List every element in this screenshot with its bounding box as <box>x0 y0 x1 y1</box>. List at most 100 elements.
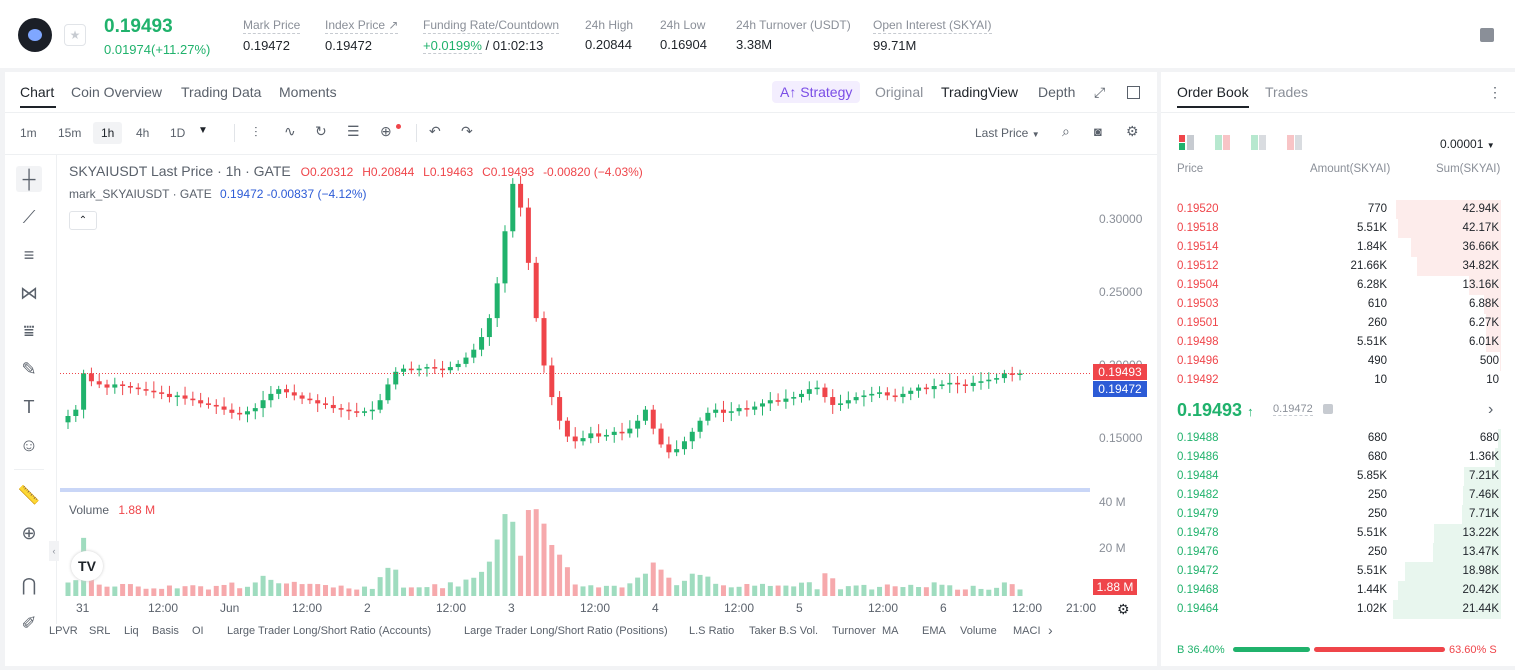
text-icon[interactable]: T <box>23 397 35 417</box>
volume-bar <box>994 587 1000 596</box>
stat-index-price[interactable]: Index Price ↗ 0.19472 <box>325 18 399 53</box>
order-row[interactable]: 0.19504 6.28K 13.16K <box>1161 276 1511 295</box>
precision-select[interactable]: 0.00001 ▼ <box>1440 137 1495 151</box>
order-row[interactable]: 0.19514 1.84K 36.66K <box>1161 238 1511 257</box>
magnet-icon[interactable]: ⋂ <box>21 575 37 595</box>
indicator-item[interactable]: Basis <box>152 625 179 637</box>
brush-icon[interactable]: ✎ <box>21 359 37 379</box>
tab-chart[interactable]: Chart <box>20 84 55 100</box>
indicator-item[interactable]: MACI <box>1013 625 1041 637</box>
trend-line-icon[interactable]: ⟋ <box>22 207 36 227</box>
order-row[interactable]: 0.19464 1.02K 21.44K <box>1161 600 1511 619</box>
timeframe-dropdown-icon[interactable]: ▼ <box>198 125 208 136</box>
indicator-item[interactable]: Turnover <box>832 625 876 637</box>
collapse-legend-button[interactable]: ⌃ <box>69 211 97 230</box>
zoom-in-icon[interactable]: ⊕ <box>21 523 37 543</box>
gear-icon[interactable]: ⚙ <box>1126 123 1139 139</box>
indicator-item[interactable]: EMA <box>922 625 946 637</box>
book-icon[interactable] <box>1480 28 1494 42</box>
view-tradingview[interactable]: TradingView <box>941 84 1019 100</box>
view-split-icon[interactable] <box>1215 135 1231 150</box>
order-row[interactable]: 0.19520 770 42.94K <box>1161 200 1511 219</box>
volume-bar <box>205 589 211 596</box>
tab-coin-overview[interactable]: Coin Overview <box>71 84 163 100</box>
emoji-icon[interactable]: ☺ <box>19 435 39 455</box>
volume-bar <box>970 585 976 596</box>
view-both-icon[interactable] <box>1179 135 1195 150</box>
timeframe-4h[interactable]: 4h <box>136 126 150 140</box>
view-original[interactable]: Original <box>875 84 924 100</box>
order-row[interactable]: 0.19476 250 13.47K <box>1161 543 1511 562</box>
chevron-right-icon[interactable]: › <box>1488 401 1494 418</box>
tab-moments[interactable]: Moments <box>279 84 337 100</box>
candle-body <box>510 183 516 232</box>
fib-icon[interactable]: ⩸ <box>23 321 35 341</box>
timeframe-1d[interactable]: 1D <box>170 126 186 140</box>
more-icon[interactable]: ⋮ <box>1488 84 1502 100</box>
pencil-lock-icon[interactable]: ✐ <box>21 613 37 633</box>
candle-body <box>752 406 758 410</box>
timeframe-15m[interactable]: 15m <box>58 126 82 140</box>
view-bids-icon[interactable] <box>1251 135 1267 150</box>
indicator-item[interactable]: MA <box>882 625 899 637</box>
indicator-item[interactable]: L.S Ratio <box>689 625 735 637</box>
indicator-item[interactable]: Taker B.S Vol. <box>749 625 819 637</box>
order-row[interactable]: 0.19488 680 680 <box>1161 429 1511 448</box>
candle-body <box>408 368 414 371</box>
add-indicator-icon[interactable]: ⊕ <box>380 123 392 139</box>
candle-body <box>603 434 609 437</box>
tab-trading-data[interactable]: Trading Data <box>181 84 262 100</box>
view-depth[interactable]: Depth <box>1038 84 1076 100</box>
horizontal-lines-icon[interactable]: ≡ <box>23 245 35 265</box>
indicators-icon[interactable]: ∿ <box>284 123 296 139</box>
strategy-button[interactable]: A↑ Strategy <box>772 81 861 103</box>
indicator-toggle-icon[interactable] <box>24 624 34 634</box>
ruler-icon[interactable]: 📏 <box>17 485 41 505</box>
crosshair-icon[interactable]: ┼ <box>16 166 42 192</box>
settings-gear-icon[interactable]: ⚙ <box>1117 601 1130 617</box>
timeframe-1h[interactable]: 1h <box>93 122 123 144</box>
chevron-left-icon[interactable]: ‹ <box>49 541 59 561</box>
search-icon[interactable]: ⌕ <box>1062 123 1070 139</box>
indicator-item[interactable]: SRL <box>89 625 111 637</box>
order-row[interactable]: 0.19492 10 10 <box>1161 371 1511 390</box>
order-row[interactable]: 0.19512 21.66K 34.82K <box>1161 257 1511 276</box>
pattern-icon[interactable]: ⋈ <box>20 283 38 303</box>
order-row[interactable]: 0.19518 5.51K 42.17K <box>1161 219 1511 238</box>
indicator-item[interactable]: Large Trader Long/Short Ratio (Positions… <box>464 625 668 637</box>
indicator-item[interactable]: Liq <box>124 625 139 637</box>
tab-order-book[interactable]: Order Book <box>1177 84 1249 100</box>
order-row[interactable]: 0.19496 490 500 <box>1161 352 1511 371</box>
candle-body <box>354 411 360 413</box>
candle-type-icon[interactable]: ⫶ <box>254 124 258 140</box>
order-row[interactable]: 0.19468 1.44K 20.42K <box>1161 581 1511 600</box>
chevron-right-icon[interactable]: › <box>1048 622 1053 638</box>
order-row[interactable]: 0.19479 250 7.71K <box>1161 505 1511 524</box>
order-row[interactable]: 0.19498 5.51K 6.01K <box>1161 333 1511 352</box>
view-asks-icon[interactable] <box>1287 135 1303 150</box>
undo-icon[interactable]: ↶ <box>429 123 441 139</box>
price-type-select[interactable]: Last Price ▼ <box>975 126 1040 140</box>
order-row[interactable]: 0.19478 5.51K 13.22K <box>1161 524 1511 543</box>
order-row[interactable]: 0.19482 250 7.46K <box>1161 486 1511 505</box>
timeframe-1m[interactable]: 1m <box>20 126 37 140</box>
tab-trades[interactable]: Trades <box>1265 84 1309 100</box>
favorite-star-icon[interactable]: ★ <box>64 24 86 46</box>
tradingview-logo[interactable]: TV <box>71 551 103 581</box>
fullscreen-icon[interactable] <box>1127 86 1140 99</box>
order-row[interactable]: 0.19486 680 1.36K <box>1161 448 1511 467</box>
order-row[interactable]: 0.19472 5.51K 18.98K <box>1161 562 1511 581</box>
templates-icon[interactable]: ☰ <box>347 123 360 139</box>
order-row[interactable]: 0.19501 260 6.27K <box>1161 314 1511 333</box>
indicator-item[interactable]: Large Trader Long/Short Ratio (Accounts) <box>227 625 432 637</box>
indicator-item[interactable]: OI <box>192 625 204 637</box>
camera-icon[interactable]: ◙ <box>1094 124 1102 139</box>
expand-icon[interactable]: ⤢ <box>1094 84 1106 100</box>
order-row[interactable]: 0.19484 5.85K 7.21K <box>1161 467 1511 486</box>
indicator-item[interactable]: Volume <box>960 625 997 637</box>
order-row[interactable]: 0.19503 610 6.88K <box>1161 295 1511 314</box>
candlestick-chart[interactable] <box>60 156 1090 601</box>
replay-icon[interactable]: ↻ <box>315 123 327 139</box>
indicator-item[interactable]: LPVR <box>49 625 78 637</box>
redo-icon[interactable]: ↷ <box>461 123 473 139</box>
